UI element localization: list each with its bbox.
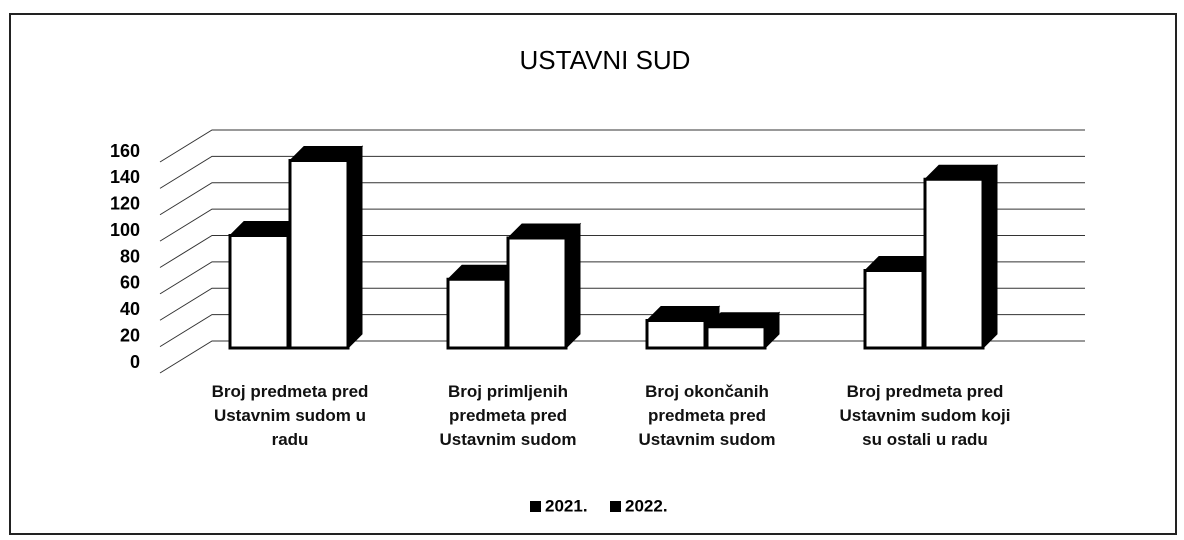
bar-side xyxy=(982,164,998,350)
legend-label: 2022. xyxy=(625,496,668,515)
y-tick-label: 0 xyxy=(130,352,140,372)
x-tick-label: Broj okončanih predmeta pred Ustavnim su… xyxy=(638,382,776,449)
x-tick-label: Broj predmeta pred Ustavnim sudom koji s… xyxy=(839,382,1011,449)
bar xyxy=(645,319,707,350)
y-tick-label: 140 xyxy=(110,167,140,187)
bar-side xyxy=(565,222,581,350)
grid-line xyxy=(159,182,1085,216)
grid-line xyxy=(159,129,1085,163)
bar xyxy=(863,269,925,350)
legend-swatch xyxy=(610,501,621,512)
frame xyxy=(9,13,1177,535)
y-tick-label: 100 xyxy=(110,220,140,240)
grid-line xyxy=(159,208,1085,242)
bar-side xyxy=(347,145,363,350)
y-tick-label: 120 xyxy=(110,194,140,214)
grid-line xyxy=(159,235,1085,268)
bar xyxy=(228,234,290,350)
x-tick-label: Broj predmeta pred Ustavnim sudom u radu xyxy=(211,382,369,449)
y-tick-label: 60 xyxy=(120,273,140,293)
grid-line xyxy=(159,155,1085,189)
y-tick-label: 20 xyxy=(120,325,140,345)
y-tick-label: 40 xyxy=(120,299,140,319)
y-tick-label: 160 xyxy=(110,141,140,161)
legend-swatch xyxy=(530,501,541,512)
grid-line xyxy=(159,340,1085,374)
bar xyxy=(705,325,767,350)
grid-line xyxy=(159,261,1085,295)
grid-line xyxy=(159,314,1085,348)
bar xyxy=(446,277,508,350)
x-tick-label: Broj primljenih predmeta pred Ustavnim s… xyxy=(439,382,577,449)
legend-label: 2021. xyxy=(545,496,588,515)
chart-title: USTAVNI SUD xyxy=(520,45,691,75)
bar xyxy=(506,236,568,350)
grid-line xyxy=(159,287,1085,321)
y-tick-label: 80 xyxy=(120,246,140,266)
bar xyxy=(923,177,985,350)
bar xyxy=(288,159,350,350)
